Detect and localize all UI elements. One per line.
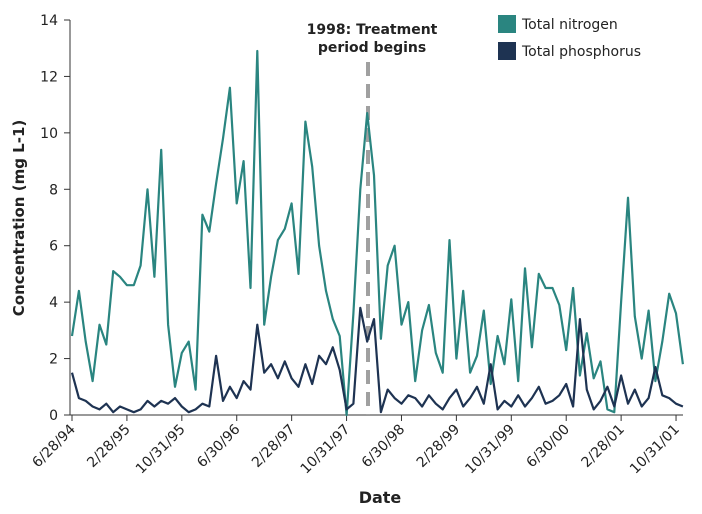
- legend-swatch: [498, 15, 516, 33]
- x-tick-label: 6/28/94: [29, 421, 79, 471]
- x-tick-label: 2/28/99: [414, 422, 463, 471]
- x-tick-label: 6/30/00: [524, 422, 573, 471]
- x-tick-label: 10/31/97: [298, 422, 354, 478]
- y-tick-label: 12: [40, 69, 58, 85]
- y-tick-label: 8: [49, 182, 58, 198]
- y-tick-label: 6: [49, 239, 58, 255]
- x-tick-label: 2/28/97: [249, 422, 298, 471]
- x-tick-label: 2/28/95: [84, 422, 133, 471]
- x-tick-label: 10/31/99: [462, 422, 518, 478]
- x-tick-label: 2/28/01: [578, 422, 627, 471]
- x-tick-label: 6/30/98: [359, 422, 408, 471]
- y-tick-label: 4: [49, 295, 58, 311]
- y-tick-label: 2: [49, 352, 58, 368]
- x-tick-label: 6/30/96: [194, 421, 244, 471]
- x-tick-label: 10/31/01: [627, 422, 683, 478]
- y-tick-label: 10: [40, 126, 58, 142]
- legend-swatch: [498, 42, 516, 60]
- y-axis-title: Concentration (mg L-1): [10, 120, 28, 316]
- series-line: [70, 306, 684, 414]
- x-tick-label: 10/31/95: [133, 422, 189, 478]
- x-axis-title: Date: [359, 488, 402, 507]
- legend-label: Total nitrogen: [521, 17, 618, 33]
- legend-label: Total phosphorus: [521, 44, 641, 60]
- y-tick-label: 14: [40, 13, 58, 29]
- series-line: [70, 49, 684, 417]
- annotation: 1998: Treatment: [307, 22, 438, 38]
- annotation: period begins: [318, 40, 426, 56]
- y-tick-label: 0: [49, 408, 58, 424]
